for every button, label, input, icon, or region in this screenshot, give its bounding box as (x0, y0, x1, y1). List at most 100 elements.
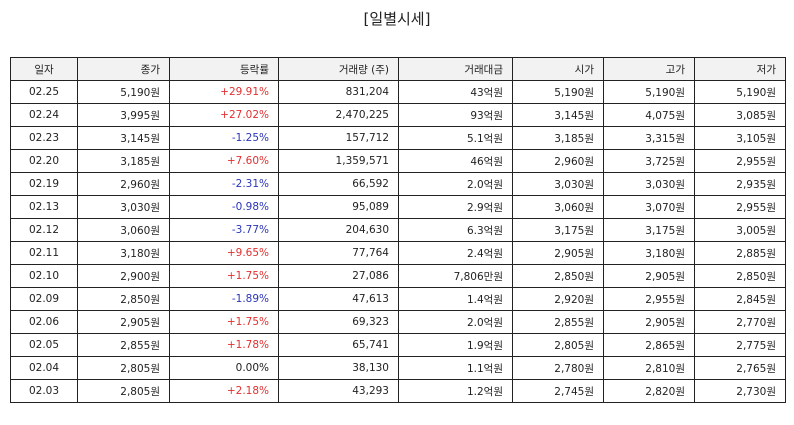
column-header-close: 종가 (77, 57, 170, 81)
date-cell: 02.12 (10, 218, 78, 242)
close-cell: 2,900원 (77, 264, 170, 288)
open-cell: 2,805원 (512, 333, 604, 357)
close-cell: 3,185원 (77, 149, 170, 173)
change-cell: -3.77% (169, 218, 279, 242)
low-cell: 3,085원 (694, 103, 786, 127)
change-cell: +9.65% (169, 241, 279, 265)
amount-cell: 43억원 (398, 80, 513, 104)
table-row: 02.24 3,995원 +27.02% 2,470,225 93억원 3,145원 4,0… (10, 103, 786, 127)
table-row: 02.10 2,900원 +1.75% 27,086 7,806만원 2,850원 2,90… (10, 264, 786, 288)
volume-cell: 831,204 (278, 80, 399, 104)
amount-cell: 1.4억원 (398, 287, 513, 311)
open-cell: 2,855원 (512, 310, 604, 334)
low-cell: 2,955원 (694, 195, 786, 219)
high-cell: 2,905원 (603, 310, 695, 334)
table-row: 02.23 3,145원 -1.25% 157,712 5.1억원 3,185원 3,315… (10, 126, 786, 150)
close-cell: 2,805원 (77, 356, 170, 380)
volume-cell: 2,470,225 (278, 103, 399, 127)
low-cell: 2,845원 (694, 287, 786, 311)
open-cell: 2,745원 (512, 379, 604, 403)
volume-cell: 77,764 (278, 241, 399, 265)
close-cell: 3,995원 (77, 103, 170, 127)
date-cell: 02.11 (10, 241, 78, 265)
low-cell: 2,770원 (694, 310, 786, 334)
open-cell: 5,190원 (512, 80, 604, 104)
change-cell: +1.75% (169, 310, 279, 334)
amount-cell: 93억원 (398, 103, 513, 127)
high-cell: 2,865원 (603, 333, 695, 357)
high-cell: 3,030원 (603, 172, 695, 196)
change-cell: -1.89% (169, 287, 279, 311)
page-title: [일별시세] (363, 10, 431, 28)
amount-cell: 6.3억원 (398, 218, 513, 242)
date-cell: 02.06 (10, 310, 78, 334)
volume-cell: 157,712 (278, 126, 399, 150)
date-cell: 02.24 (10, 103, 78, 127)
amount-cell: 5.1억원 (398, 126, 513, 150)
table-row: 02.25 5,190원 +29.91% 831,204 43억원 5,190원 5,190… (10, 80, 786, 104)
column-header-date: 일자 (10, 57, 78, 81)
date-cell: 02.20 (10, 149, 78, 173)
close-cell: 2,855원 (77, 333, 170, 357)
change-cell: +1.75% (169, 264, 279, 288)
high-cell: 4,075원 (603, 103, 695, 127)
change-cell: +7.60% (169, 149, 279, 173)
amount-cell: 2.0억원 (398, 310, 513, 334)
column-header-high: 고가 (603, 57, 695, 81)
low-cell: 5,190원 (694, 80, 786, 104)
high-cell: 3,180원 (603, 241, 695, 265)
volume-cell: 65,741 (278, 333, 399, 357)
close-cell: 2,960원 (77, 172, 170, 196)
volume-cell: 43,293 (278, 379, 399, 403)
open-cell: 2,960원 (512, 149, 604, 173)
low-cell: 2,765원 (694, 356, 786, 380)
table-row: 02.11 3,180원 +9.65% 77,764 2.4억원 2,905원 3,180원… (10, 241, 786, 265)
volume-cell: 27,086 (278, 264, 399, 288)
open-cell: 3,030원 (512, 172, 604, 196)
table-row: 02.19 2,960원 -2.31% 66,592 2.0억원 3,030원 3,030원… (10, 172, 786, 196)
table-row: 02.04 2,805원 0.00% 38,130 1.1억원 2,780원 2,810원 2… (10, 356, 786, 380)
table-row: 02.12 3,060원 -3.77% 204,630 6.3억원 3,175원 3,175… (10, 218, 786, 242)
column-header-low: 저가 (694, 57, 786, 81)
close-cell: 3,060원 (77, 218, 170, 242)
low-cell: 2,955원 (694, 149, 786, 173)
close-cell: 3,145원 (77, 126, 170, 150)
close-cell: 5,190원 (77, 80, 170, 104)
change-cell: -1.25% (169, 126, 279, 150)
volume-cell: 95,089 (278, 195, 399, 219)
column-header-change: 등락률 (169, 57, 279, 81)
high-cell: 2,955원 (603, 287, 695, 311)
close-cell: 3,030원 (77, 195, 170, 219)
open-cell: 3,175원 (512, 218, 604, 242)
low-cell: 2,730원 (694, 379, 786, 403)
low-cell: 3,105원 (694, 126, 786, 150)
daily-price-table: 일자 종가 등락률 거래량 (주) 거래대금 시가 고가 저가 02.25 5,1… (10, 57, 786, 403)
date-cell: 02.03 (10, 379, 78, 403)
low-cell: 3,005원 (694, 218, 786, 242)
date-cell: 02.05 (10, 333, 78, 357)
column-header-amount: 거래대금 (398, 57, 513, 81)
date-cell: 02.23 (10, 126, 78, 150)
date-cell: 02.10 (10, 264, 78, 288)
amount-cell: 1.1억원 (398, 356, 513, 380)
amount-cell: 1.9억원 (398, 333, 513, 357)
high-cell: 2,810원 (603, 356, 695, 380)
close-cell: 3,180원 (77, 241, 170, 265)
date-cell: 02.09 (10, 287, 78, 311)
open-cell: 2,780원 (512, 356, 604, 380)
high-cell: 3,725원 (603, 149, 695, 173)
high-cell: 5,190원 (603, 80, 695, 104)
close-cell: 2,805원 (77, 379, 170, 403)
open-cell: 2,905원 (512, 241, 604, 265)
change-cell: +2.18% (169, 379, 279, 403)
date-cell: 02.13 (10, 195, 78, 219)
change-cell: +29.91% (169, 80, 279, 104)
table-row: 02.13 3,030원 -0.98% 95,089 2.9억원 3,060원 3,070원… (10, 195, 786, 219)
amount-cell: 1.2억원 (398, 379, 513, 403)
change-cell: -2.31% (169, 172, 279, 196)
date-cell: 02.25 (10, 80, 78, 104)
volume-cell: 38,130 (278, 356, 399, 380)
date-cell: 02.19 (10, 172, 78, 196)
amount-cell: 2.4억원 (398, 241, 513, 265)
amount-cell: 46억원 (398, 149, 513, 173)
